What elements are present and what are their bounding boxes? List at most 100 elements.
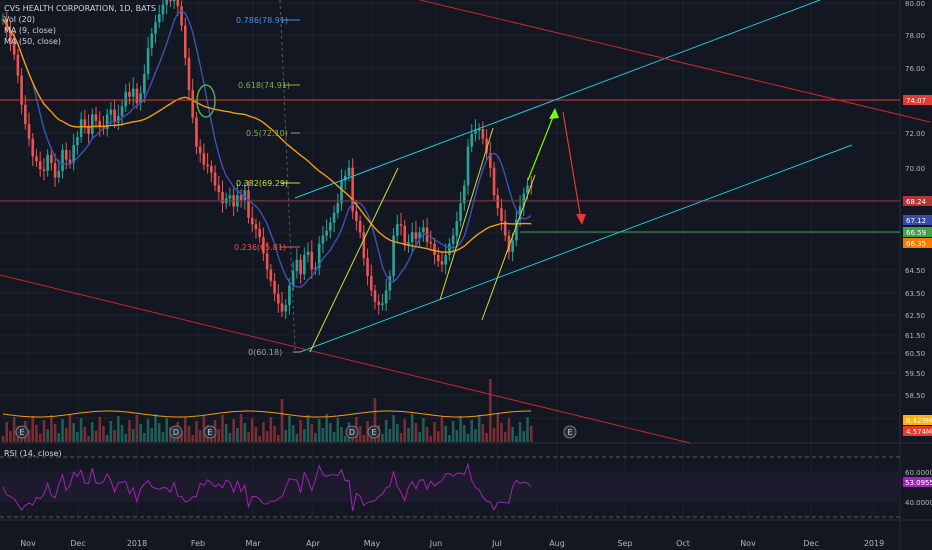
volume-bar xyxy=(392,415,395,442)
earnings-dividend-marker xyxy=(15,425,29,439)
candle-body xyxy=(139,93,142,104)
candle-body xyxy=(180,6,183,26)
candle-body xyxy=(403,225,407,246)
volume-bar xyxy=(98,417,102,442)
candle-body xyxy=(362,232,366,259)
chart-legend: CVS HEALTH CORPORATION, 1D, BATS Vol (20… xyxy=(4,3,156,47)
rsi-tick-label: 60.0000 xyxy=(905,469,932,477)
volume-bar xyxy=(384,420,388,442)
volume-bar xyxy=(5,422,9,442)
down-arrow xyxy=(562,111,582,221)
volume-bar xyxy=(20,435,23,442)
candle-body xyxy=(448,243,451,255)
rsi-line xyxy=(2,462,532,512)
volume-bar xyxy=(53,424,57,442)
volume-indicator-label[interactable]: Vol (20) xyxy=(4,15,35,24)
candle-body xyxy=(489,153,492,168)
volume-bar xyxy=(459,416,462,442)
fib-level-label: 0(60.18) xyxy=(248,348,282,357)
candle-body xyxy=(477,128,481,131)
candle-body xyxy=(355,211,358,222)
volume-bar xyxy=(503,432,507,442)
fib-level-label: 0.786(78.91) xyxy=(236,16,288,25)
volume-bar xyxy=(500,423,503,442)
volume-bar xyxy=(135,415,139,442)
volume-bar xyxy=(143,433,146,442)
price-badge-label: 4.574M xyxy=(906,428,932,436)
volume-bar xyxy=(165,418,168,442)
volume-bar xyxy=(46,429,49,442)
volume-bar xyxy=(451,421,455,442)
candle-body xyxy=(284,305,288,312)
candle-body xyxy=(366,258,369,276)
candle-body xyxy=(269,269,273,281)
volume-bar xyxy=(243,423,247,442)
volume-bar xyxy=(436,431,440,442)
volume-bar xyxy=(466,434,470,442)
volume-bar xyxy=(31,416,35,442)
volume-bar xyxy=(102,426,105,442)
volume-bar xyxy=(180,431,183,442)
volume-bar xyxy=(288,416,291,442)
candle-body xyxy=(38,161,42,170)
price-badge xyxy=(903,238,932,248)
volume-bar xyxy=(109,421,113,442)
candle-body xyxy=(288,285,291,306)
time-tick-label: 2019 xyxy=(864,539,884,548)
candle-body xyxy=(98,120,102,128)
candle-body xyxy=(183,25,187,58)
candle-body xyxy=(310,251,314,270)
candle-body xyxy=(444,254,447,265)
candle-body xyxy=(414,232,418,239)
volume-bar xyxy=(362,435,366,442)
volume-ma-line xyxy=(2,410,532,418)
ma50-indicator-label[interactable]: MA (50, close) xyxy=(4,37,62,46)
rsi-indicator-label[interactable]: RSI (14, close) xyxy=(4,449,62,458)
candle-body xyxy=(76,137,79,146)
price-badge-label: 67.12 xyxy=(906,217,926,225)
event-marker-label: E xyxy=(207,428,212,437)
volume-bar xyxy=(276,435,280,442)
candle-body xyxy=(53,162,57,178)
volume-bar xyxy=(128,420,131,442)
symbol-title[interactable]: CVS HEALTH CORPORATION, 1D, BATS xyxy=(4,4,156,13)
candle-body xyxy=(399,224,403,226)
price-tick-label: 64.50 xyxy=(905,267,925,275)
volume-bar xyxy=(83,427,87,442)
price-badge-label: 66.59 xyxy=(906,229,926,237)
price-badge-label: 66.35 xyxy=(906,240,926,248)
price-badge-label: 68.24 xyxy=(906,198,927,206)
price-badge xyxy=(903,196,932,206)
candle-body xyxy=(466,146,470,186)
candle-body xyxy=(262,237,265,254)
candle-body xyxy=(388,275,392,291)
volume-bar xyxy=(131,429,135,442)
price-badge-label: 8.429M xyxy=(906,417,932,425)
candle-body xyxy=(61,149,64,171)
volume-bar xyxy=(258,436,261,442)
candle-body xyxy=(161,4,165,15)
highlight-ellipse xyxy=(196,84,216,118)
ma9-indicator-label[interactable]: MA (9, close) xyxy=(4,26,56,35)
candle-body xyxy=(418,232,421,239)
drawing-overlays[interactable]: 0.786(78.91) 0.618(74.91) 0.5(72.10) 0.382(… xyxy=(0,0,931,444)
candle-body xyxy=(258,229,261,238)
candle-body xyxy=(265,253,269,270)
candle-body xyxy=(429,242,433,244)
volume-bar xyxy=(388,429,392,442)
candle-body xyxy=(143,74,146,94)
volume-bar xyxy=(9,431,12,442)
event-marker-label: D xyxy=(173,428,179,437)
price-badge xyxy=(903,426,932,436)
candle-body xyxy=(317,243,321,268)
volume-bar xyxy=(254,427,258,442)
event-marker-label: E xyxy=(19,428,24,437)
volume-bar xyxy=(105,435,109,442)
volume-bar xyxy=(57,433,61,442)
earnings-dividend-marker xyxy=(345,425,359,439)
candle-body xyxy=(433,243,436,255)
time-tick-label: 2018 xyxy=(127,539,147,548)
volume-bar xyxy=(79,418,83,442)
